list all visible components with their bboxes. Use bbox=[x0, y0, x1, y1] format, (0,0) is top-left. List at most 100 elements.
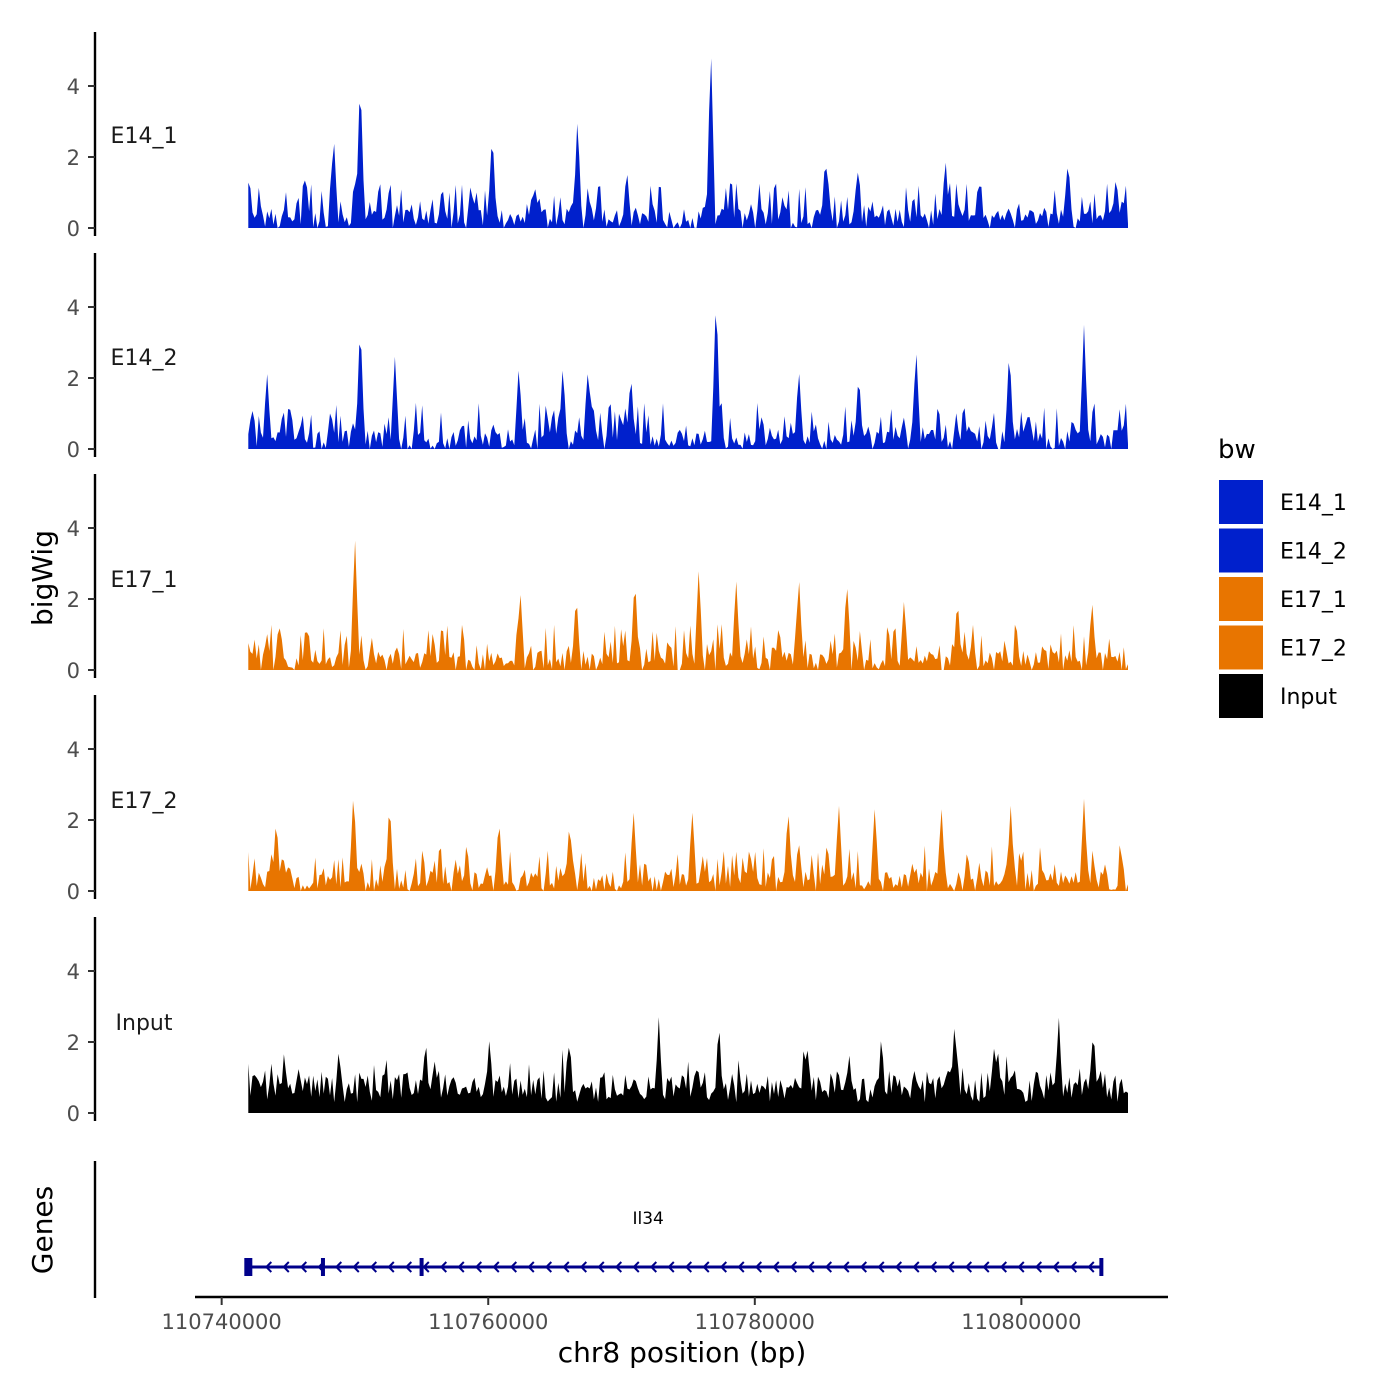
track-label: E14_1 bbox=[111, 124, 178, 149]
strand-arrow bbox=[509, 1261, 518, 1273]
strand-arrow bbox=[649, 1261, 658, 1273]
x-tick-label: 110740000 bbox=[162, 1310, 282, 1334]
strand-arrow bbox=[894, 1261, 903, 1273]
strand-arrow bbox=[859, 1261, 868, 1273]
y-tick-label: 2 bbox=[67, 146, 80, 170]
y-tick-label: 2 bbox=[67, 1031, 80, 1055]
strand-arrow bbox=[457, 1261, 465, 1273]
legend-swatch bbox=[1219, 528, 1263, 573]
track-e17-2: 0 2 4 E17_2 bbox=[67, 695, 1129, 904]
y-tick-label: 4 bbox=[67, 296, 80, 320]
gene-exon bbox=[419, 1258, 424, 1276]
strand-arrow bbox=[579, 1261, 588, 1273]
strand-arrow bbox=[1017, 1261, 1025, 1273]
y-tick-label: 2 bbox=[67, 588, 80, 612]
strand-arrow bbox=[789, 1261, 798, 1273]
strand-arrow bbox=[824, 1261, 833, 1273]
strand-arrow bbox=[404, 1261, 413, 1273]
x-tick-label: 110780000 bbox=[695, 1310, 815, 1334]
strand-arrow bbox=[352, 1261, 360, 1273]
strand-arrow bbox=[422, 1261, 430, 1273]
legend-label: E17_2 bbox=[1280, 637, 1347, 662]
legend-swatch bbox=[1219, 674, 1263, 718]
strand-arrow bbox=[1069, 1261, 1078, 1273]
y-tick-label: 4 bbox=[67, 517, 80, 541]
track-label: E14_2 bbox=[111, 346, 178, 371]
track-e17-1: 0 2 4 E17_1 bbox=[67, 474, 1129, 683]
track-input: 0 2 4 Input bbox=[67, 917, 1129, 1126]
y-tick-label: 0 bbox=[67, 438, 80, 462]
strand-arrow bbox=[947, 1261, 955, 1273]
strand-arrow bbox=[597, 1261, 605, 1273]
signal-area bbox=[248, 540, 1129, 670]
strand-arrow bbox=[1087, 1261, 1095, 1273]
track-label: Input bbox=[116, 1011, 173, 1036]
legend-swatch bbox=[1219, 577, 1263, 621]
strand-arrow bbox=[1034, 1261, 1043, 1273]
strand-arrow bbox=[492, 1261, 500, 1273]
strand-arrow bbox=[264, 1261, 273, 1273]
strand-arrow bbox=[684, 1261, 693, 1273]
strand-arrow bbox=[369, 1261, 378, 1273]
strand-arrow bbox=[544, 1261, 553, 1273]
strand-arrow bbox=[667, 1261, 675, 1273]
y-tick-label: 4 bbox=[67, 960, 80, 984]
genes-axis-title: Genes bbox=[26, 1186, 59, 1274]
strand-arrow bbox=[754, 1261, 763, 1273]
strand-arrow bbox=[877, 1261, 885, 1273]
signal-area bbox=[248, 315, 1129, 449]
y-tick-label: 0 bbox=[67, 659, 80, 683]
track-label: E17_2 bbox=[111, 789, 178, 814]
signal-area bbox=[248, 58, 1129, 228]
legend-label: Input bbox=[1280, 685, 1337, 710]
gene-label: Il34 bbox=[632, 1209, 663, 1229]
strand-arrow bbox=[702, 1261, 710, 1273]
strand-arrow bbox=[387, 1261, 395, 1273]
strand-arrow bbox=[964, 1261, 973, 1273]
strand-arrow bbox=[929, 1261, 938, 1273]
legend-label: E14_2 bbox=[1280, 540, 1347, 565]
legend-swatch bbox=[1219, 480, 1263, 524]
track-e14-2: 0 2 4 E14_2 bbox=[67, 253, 1129, 462]
legend-title: bw bbox=[1218, 435, 1256, 465]
strand-arrow bbox=[842, 1261, 850, 1273]
strand-arrow bbox=[999, 1261, 1008, 1273]
strand-arrow bbox=[807, 1261, 815, 1273]
x-axis-title: chr8 position (bp) bbox=[558, 1336, 807, 1369]
strand-arrow bbox=[632, 1261, 640, 1273]
legend-label: E14_1 bbox=[1280, 491, 1347, 516]
y-tick-label: 2 bbox=[67, 367, 80, 391]
legend-label: E17_1 bbox=[1280, 588, 1347, 613]
signal-area bbox=[248, 1017, 1129, 1113]
strand-arrow bbox=[334, 1261, 343, 1273]
y-axis-title: bigWig bbox=[26, 530, 59, 626]
y-tick-label: 2 bbox=[67, 809, 80, 833]
strand-arrow bbox=[474, 1261, 483, 1273]
x-tick-label: 110800000 bbox=[961, 1310, 1081, 1334]
x-axis: 110740000 110760000 110780000 110800000 bbox=[162, 1295, 1168, 1334]
signal-area bbox=[248, 798, 1129, 891]
y-tick-label: 4 bbox=[67, 75, 80, 99]
strand-arrow bbox=[562, 1261, 570, 1273]
strand-arrow bbox=[614, 1261, 623, 1273]
strand-arrow bbox=[982, 1261, 990, 1273]
gene-exon bbox=[244, 1258, 253, 1276]
x-tick-label: 110760000 bbox=[428, 1310, 548, 1334]
y-tick-label: 0 bbox=[67, 217, 80, 241]
strand-arrow bbox=[299, 1261, 308, 1273]
strand-arrow bbox=[282, 1261, 290, 1273]
strand-arrow bbox=[1052, 1261, 1060, 1273]
track-e14-1: 0 2 4 E14_1 bbox=[67, 32, 1129, 241]
strand-arrow bbox=[912, 1261, 920, 1273]
strand-arrow bbox=[439, 1261, 448, 1273]
track-label: E17_1 bbox=[111, 568, 178, 593]
strand-arrow bbox=[737, 1261, 745, 1273]
gene-exon bbox=[1099, 1258, 1104, 1276]
legend-swatch bbox=[1219, 625, 1263, 670]
gene-track: Il34 bbox=[93, 1161, 1104, 1298]
y-tick-label: 4 bbox=[67, 738, 80, 762]
signal-tracks: 0 2 4 E14_1 0 2 4 E14_2 0 2 4 E17_1 0 2 4 E17_2 0 2 4 Input bbox=[67, 32, 1129, 1126]
legend: bw E14_1 E14_2 E17_1 E17_2 Input bbox=[1218, 435, 1347, 718]
strand-arrow bbox=[719, 1261, 728, 1273]
